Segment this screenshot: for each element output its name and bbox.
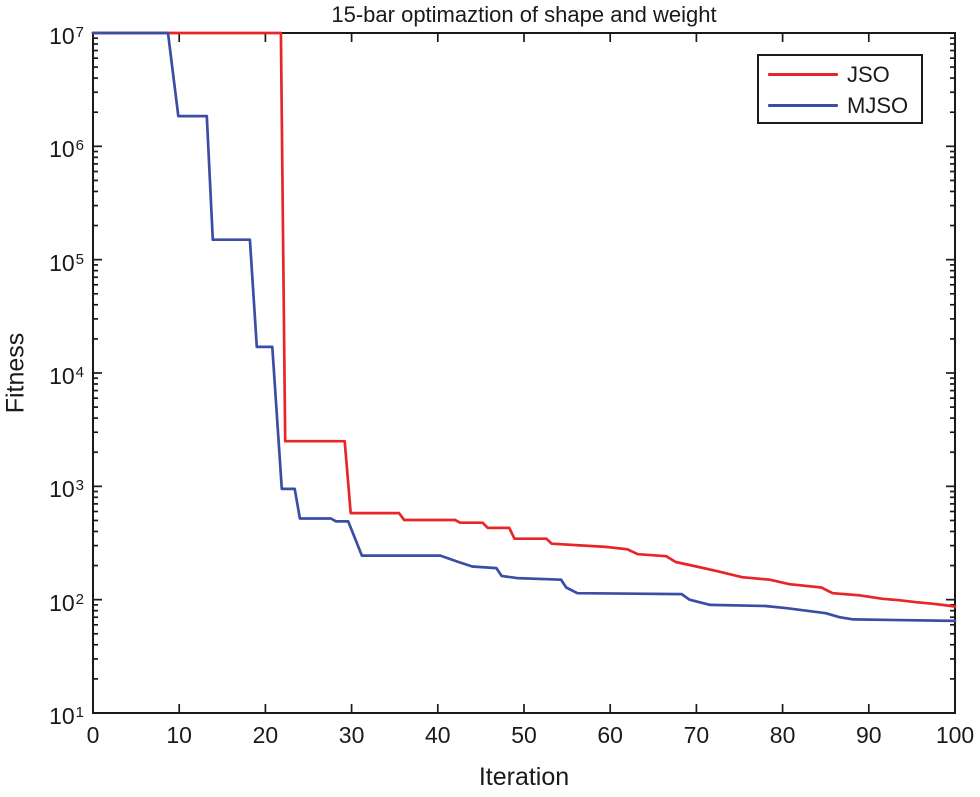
legend-entry-jso: JSO (759, 59, 921, 90)
y-tick-label: 105 (49, 249, 84, 276)
x-tick-label: 50 (511, 722, 537, 748)
x-tick-label: 80 (769, 722, 796, 748)
y-tick-label: 104 (49, 363, 84, 389)
mjso-line-sample (768, 104, 838, 107)
axis-ticks (92, 32, 956, 714)
x-axis-label: Iteration (478, 763, 570, 791)
legend-label-mjso: MJSO (847, 92, 909, 118)
y-tick-label: 107 (49, 23, 84, 49)
x-tick-label: 0 (86, 722, 100, 748)
x-tick-label: 10 (166, 722, 192, 748)
jso-line-sample (768, 73, 838, 76)
series-mjso (91, 31, 957, 623)
x-tick-label: 100 (935, 722, 975, 748)
chart-title: 15-bar optimaztion of shape and weight (331, 2, 717, 27)
x-tick-label: 40 (425, 722, 451, 748)
x-tick-label: 30 (338, 722, 365, 748)
legend-entry-mjso: MJSO (759, 90, 921, 121)
legend: JSO MJSO (757, 54, 923, 124)
x-tick-label: 70 (683, 722, 710, 748)
y-tick-label: 106 (49, 136, 84, 163)
x-tick-label: 90 (856, 722, 882, 748)
series-jso (91, 31, 957, 608)
y-tick-label: 103 (49, 476, 84, 503)
x-tick-label: 20 (252, 722, 279, 748)
y-tick-label: 102 (49, 589, 84, 616)
legend-label-jso: JSO (847, 61, 890, 87)
x-tick-label: 60 (597, 722, 623, 748)
y-tick-label: 101 (49, 703, 84, 729)
axis-box (92, 32, 956, 714)
